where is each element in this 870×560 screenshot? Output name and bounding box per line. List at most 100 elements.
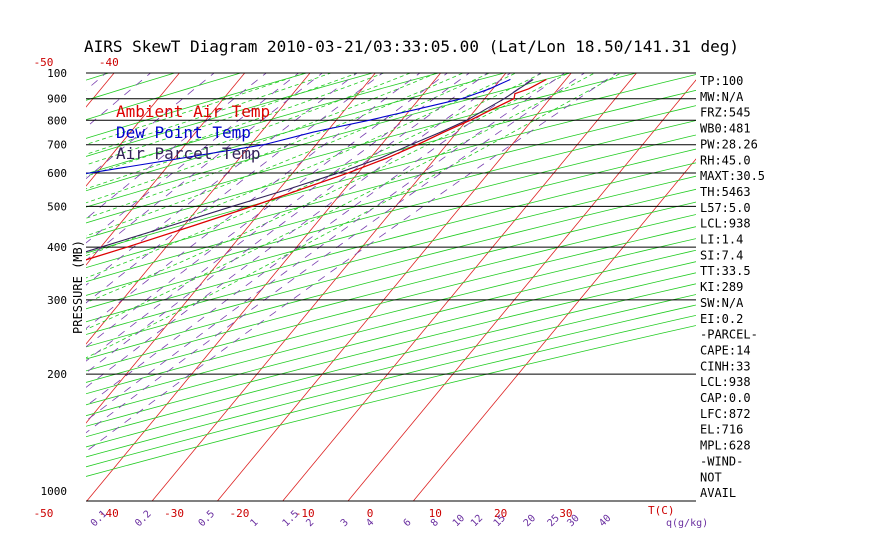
ambient-air-temp-line bbox=[86, 78, 547, 261]
moist-adiabat-line bbox=[86, 73, 412, 190]
mixing-ratio-line bbox=[86, 73, 489, 374]
isobars bbox=[86, 72, 696, 502]
profile-series bbox=[86, 78, 547, 261]
dry-adiabat-line bbox=[86, 134, 696, 296]
dry-adiabat-line bbox=[86, 73, 374, 157]
stability-index-label: MPL:628 bbox=[700, 439, 751, 453]
stability-index-label: -WIND- bbox=[700, 454, 743, 468]
dry-adiabat-line bbox=[86, 162, 696, 323]
top-temperature-ticks: -120-110-100-90-80-70-60-50-40 bbox=[34, 56, 119, 69]
pressure-tick-label: 900 bbox=[47, 93, 67, 106]
dry-adiabat-line bbox=[86, 73, 242, 121]
dry-adiabat-line bbox=[86, 226, 696, 383]
legend-air-parcel-temp: Air Parcel Temp bbox=[116, 144, 261, 163]
moist-adiabat-line bbox=[86, 73, 596, 330]
dry-adiabat-line bbox=[86, 249, 696, 406]
stability-index-label: LCL:938 bbox=[700, 217, 751, 231]
pressure-tick-label: 800 bbox=[47, 114, 67, 127]
stability-index-label: -PARCEL- bbox=[700, 328, 758, 342]
mixing-ratio-line bbox=[86, 73, 107, 91]
pressure-tick-label: 100 bbox=[47, 67, 67, 80]
legend: Ambient Air Temp Dew Point Temp Air Parc… bbox=[116, 102, 270, 163]
dry-adiabat-line bbox=[86, 188, 696, 348]
pressure-tick-label: 400 bbox=[47, 241, 67, 254]
isotherm-line bbox=[216, 73, 572, 501]
dry-adiabat-line bbox=[86, 314, 696, 468]
mixing-ratio-line bbox=[86, 73, 470, 362]
mixing-ratio-line bbox=[86, 73, 358, 286]
dry-adiabat-line bbox=[0, 70, 50, 520]
dry-adiabat-line bbox=[86, 73, 506, 192]
mixing-ratio-tick-label: 40 bbox=[597, 513, 613, 529]
stability-index-label: TH:5463 bbox=[700, 185, 751, 199]
stability-index-label: SW:N/A bbox=[700, 296, 744, 310]
dry-adiabat-line bbox=[86, 73, 440, 175]
isotherm-line bbox=[86, 73, 442, 501]
dry-adiabat-line bbox=[86, 272, 696, 427]
isotherm-line bbox=[412, 158, 696, 501]
stability-index-label: NOT bbox=[700, 470, 722, 484]
stability-index-label: AVAIL bbox=[700, 486, 736, 500]
pressure-tick-label: 700 bbox=[47, 139, 67, 152]
dry-adiabat-line bbox=[86, 294, 696, 448]
mixing-ratio-line bbox=[86, 73, 449, 348]
dry-adiabat-line bbox=[86, 73, 638, 224]
mixing-ratio-line bbox=[86, 73, 323, 261]
mixing-ratio-tick-label: 0.2 bbox=[133, 509, 154, 530]
y-axis-label: PRESSURE (MB) bbox=[71, 240, 85, 334]
mixing-ratio-tick-label: 0.5 bbox=[197, 509, 218, 530]
dry-adiabat-line bbox=[86, 214, 696, 372]
dry-adiabat-line bbox=[86, 73, 572, 208]
stability-index-label: LI:1.4 bbox=[700, 233, 743, 247]
stability-index-label: SI:7.4 bbox=[700, 248, 743, 262]
stability-index-label: MW:N/A bbox=[700, 90, 744, 104]
dry-adiabat-line bbox=[86, 261, 696, 417]
grid-lines bbox=[0, 70, 696, 520]
dry-adiabat-line bbox=[86, 325, 696, 477]
moist-adiabat-line bbox=[86, 73, 570, 304]
bottom-temp-tick-label: -30 bbox=[164, 507, 184, 520]
bottom-temp-tick-label: 20 bbox=[494, 507, 507, 520]
stability-index-label: PW:28.26 bbox=[700, 137, 758, 151]
stability-index-label: WB0:481 bbox=[700, 122, 751, 136]
moist-adiabat-line bbox=[86, 73, 359, 166]
air-parcel-temp-line bbox=[86, 78, 534, 253]
dew-point-temp-line bbox=[86, 78, 511, 174]
mixing-ratio-line bbox=[86, 73, 215, 180]
pressure-tick-labels: 100 200 300 400 500 600 700 800 900 1000 bbox=[41, 67, 68, 498]
mixing-ratio-line bbox=[86, 73, 384, 304]
bottom-temp-tick-label: -50 bbox=[34, 507, 54, 520]
isotherm-line bbox=[86, 73, 180, 187]
stability-index-label: LFC:872 bbox=[700, 407, 751, 421]
isotherm-line bbox=[86, 73, 376, 424]
bottom-temp-tick-label: -20 bbox=[229, 507, 249, 520]
isotherm-line bbox=[347, 79, 696, 501]
mixing-ratio-line bbox=[86, 73, 586, 434]
moist-adiabat-line bbox=[86, 73, 385, 177]
dry-adiabat-line bbox=[86, 148, 696, 310]
dry-adiabat-line bbox=[86, 283, 696, 438]
bottom-temp-tick-label: 30 bbox=[559, 507, 572, 520]
mixing-ratio-tick-label: 3 bbox=[339, 517, 351, 529]
bottom-temp-tick-label: -10 bbox=[295, 507, 315, 520]
mixing-ratio-tick-label: 12 bbox=[469, 513, 485, 529]
stability-index-label: CAP:0.0 bbox=[700, 391, 751, 405]
isotherm-line bbox=[282, 73, 638, 501]
top-temp-tick-label: -50 bbox=[34, 56, 54, 69]
top-temp-tick-label: -40 bbox=[99, 56, 119, 69]
dry-adiabat-line bbox=[86, 201, 696, 360]
legend-dew-point-temp: Dew Point Temp bbox=[116, 123, 251, 142]
stability-index-label: CINH:33 bbox=[700, 359, 751, 373]
stability-index-label: RH:45.0 bbox=[700, 153, 751, 167]
stability-index-label: CAPE:14 bbox=[700, 343, 751, 357]
mixing-ratio-tick-label: 10 bbox=[451, 513, 467, 529]
pressure-tick-label: 300 bbox=[47, 294, 67, 307]
stability-index-label: L57:5.0 bbox=[700, 201, 751, 215]
isotherm-line bbox=[0, 70, 51, 520]
mixing-ratio-line bbox=[86, 73, 267, 220]
x-axis-temp-label: T(C) bbox=[648, 504, 675, 517]
stability-index-label: TT:33.5 bbox=[700, 264, 751, 278]
pressure-tick-label: 1000 bbox=[41, 485, 68, 498]
